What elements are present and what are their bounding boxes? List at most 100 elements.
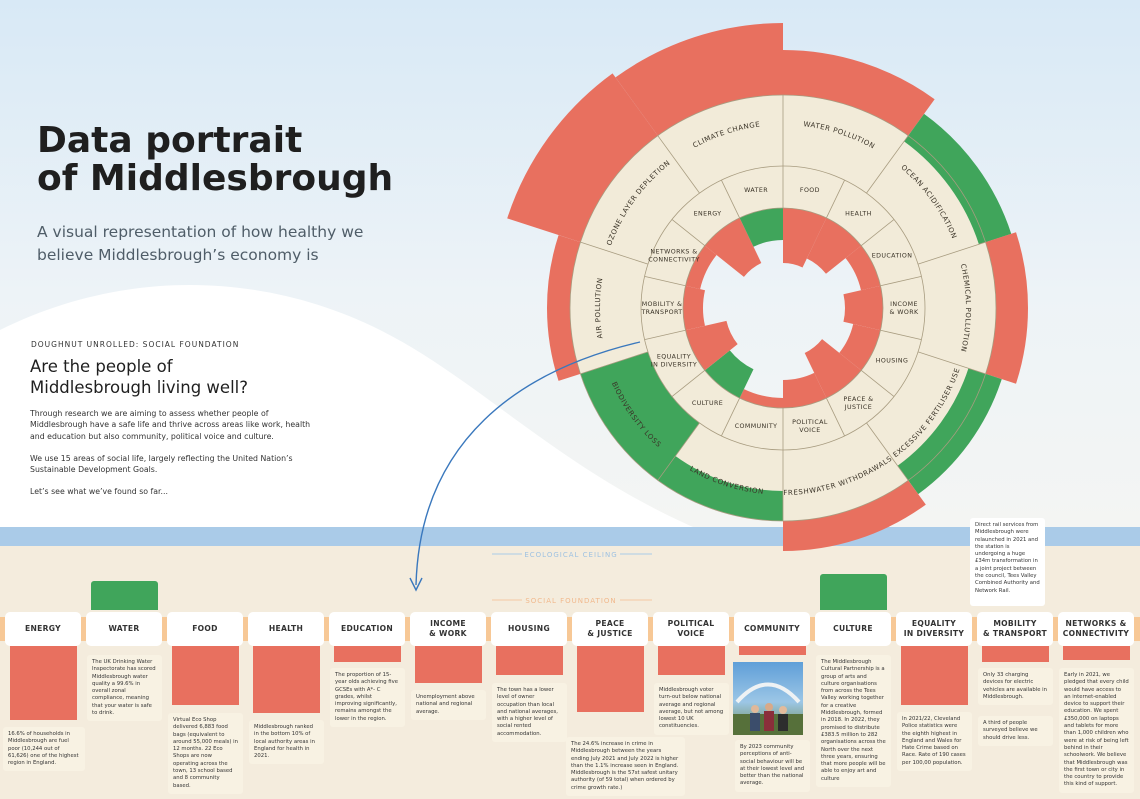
segment-divider [721,179,740,219]
shortfall-bar [172,646,239,705]
segment-divider [580,241,649,265]
area-label: WATER [108,624,140,633]
social-status [739,389,783,408]
area-label: HEALTH [268,624,304,633]
social-status [783,372,827,408]
social-label-line: MOBILITY & [642,301,683,308]
social-label-line: FOOD [800,187,820,194]
segment-divider [826,179,845,219]
intro-text: Through research we are aiming to assess… [30,408,315,509]
social-label-line: COMMUNITY [735,423,778,430]
community-photo [733,662,803,735]
area-label: CONNECTIVITY [1062,629,1130,638]
arrow [415,341,641,586]
shortfall-bar [10,646,77,720]
area-label: POLITICAL [667,619,715,628]
area-label: INCOME [430,619,466,628]
ecological-label: AIR POLLUTION [594,277,604,339]
subtitle-line: A visual representation of how healthy w… [37,223,364,241]
social-status [839,324,881,371]
social-label-line: HOUSING [876,358,909,365]
shortfall-bar [1063,646,1130,660]
social-label-line: EDUCATION [872,253,913,260]
area-label: HOUSING [508,624,550,633]
area-card: HEALTH [248,612,324,646]
area-note: Virtual Eco Shop delivered 6,883 food ba… [168,713,243,794]
segment-divider [644,276,686,287]
social-status [685,320,738,371]
white-wave [0,285,700,530]
segment-divider [826,397,845,437]
arrow-head [409,577,423,592]
foundation-label: SOCIAL FOUNDATION [525,597,616,605]
shortfall-bar [982,646,1049,662]
segment-divider [657,422,700,481]
social-label: HOUSING [876,358,909,365]
kicker: DOUGHNUT UNROLLED: SOCIAL FOUNDATION [31,340,240,349]
segment-divider [880,276,922,287]
segment-divider [671,219,706,246]
area-label: NETWORKS & [1065,619,1127,628]
area-label: & TRANSPORT [982,629,1047,638]
area-label: CULTURE [833,624,873,633]
ceiling-bar [820,574,887,610]
social-label: EQUALITY IN DIVERSITY [651,354,697,369]
segment-divider [860,219,895,246]
area-note: The town has a lower level of owner occu… [492,683,567,743]
segment-divider [580,351,649,375]
social-status [843,285,883,331]
segment-divider [721,397,740,437]
area-card: INCOME & WORK [410,612,486,646]
segment-divider [917,241,986,265]
social-label-line: ENERGY [694,211,722,218]
area-card: POLITICAL VOICE [653,612,729,646]
social-label: NETWORKS & CONNECTIVITY [648,249,700,264]
social-label: FOOD [800,187,820,194]
subtitle-line: believe Middlesbrough’s economy is [37,246,319,264]
ecological-status [546,235,581,381]
social-label: POLITICAL VOICE [792,419,828,434]
area-note: Middlesbrough voter turn-out below natio… [654,683,729,735]
area-card: WATER [86,612,162,646]
area-note: 16.6% of households in Middlesbrough are… [3,727,85,772]
area-card: PEACE & JUSTICE [572,612,648,646]
area-note: Unemployment above national and regional… [411,690,486,720]
ecological-label-text: AIR POLLUTION [594,277,604,339]
shortfall-bar [577,646,644,712]
social-label-line: EQUALITY [657,354,691,361]
area-card: CULTURE [815,612,891,646]
segment-divider [917,351,986,375]
area-note: Early in 2021, we pledged that every chi… [1059,668,1134,793]
area-label: ENERGY [25,624,61,633]
social-label: ENERGY [694,211,722,218]
social-label-line: CONNECTIVITY [648,257,700,264]
social-label-line: PEACE & [843,396,873,403]
social-label-line: TRANSPORT [640,309,682,316]
area-label: IN DIVERSITY [903,629,965,638]
area-label: EQUALITY [911,619,957,628]
shortfall-bar [658,646,725,675]
social-status [783,208,827,268]
paragraph: Through research we are aiming to assess… [30,409,311,441]
title-line: of Middlesbrough [37,158,394,199]
ecological-status [904,113,1012,245]
ceiling-bar [91,581,158,610]
area-card: EDUCATION [329,612,405,646]
social-status [845,245,881,291]
rail-note: Direct rail services from Middlesbrough … [970,518,1045,606]
heading-line: Are the people of [30,357,173,376]
segment-divider [671,370,706,397]
social-label-line: HEALTH [845,211,872,218]
area-note: The 24.6% increase in crime in Middlesbr… [566,737,685,797]
area-note: The proportion of 15-year olds achieving… [330,668,405,728]
area-label: EDUCATION [340,624,394,633]
ecological-status [783,50,935,136]
area-label: MOBILITY [993,619,1037,628]
area-card: EQUALITY IN DIVERSITY [896,612,972,646]
ceiling-band [0,527,1140,546]
area-note: The UK Drinking Water Inspectorate has s… [87,655,162,722]
area-card: NETWORKS & CONNECTIVITY [1058,612,1134,646]
heading: Are the people of Middlesbrough living we… [30,356,248,398]
ecological-status [985,232,1028,384]
